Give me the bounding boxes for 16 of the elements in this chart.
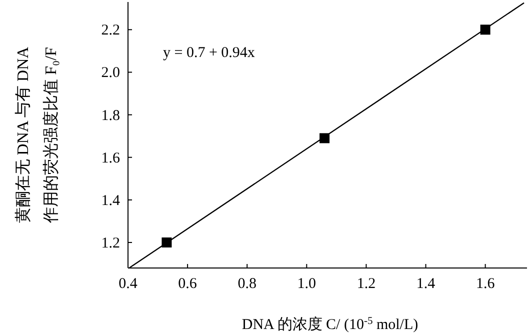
y-tick-label: 1.8 xyxy=(101,108,120,124)
x-tick-label: 1.0 xyxy=(297,276,316,292)
x-tick-label: 0.8 xyxy=(238,276,256,292)
y-tick-label: 2.0 xyxy=(101,65,120,82)
y-axis-title: 黄酮在无 DNA 与有 DNA 作用的荧光强度比值 F₀/F xyxy=(14,46,60,224)
y-tick-label: 1.4 xyxy=(101,192,120,209)
x-axis-title: DNA 的浓度 C/ (10$^{-5}$ mol/L) xyxy=(242,316,418,333)
x-tick-label: 0.6 xyxy=(178,276,198,292)
y-tick-label: 1.6 xyxy=(101,150,120,166)
y-tick-label: 1.2 xyxy=(101,235,120,252)
x-tick-label: 1.4 xyxy=(416,276,436,292)
x-tick-label: 1.6 xyxy=(476,276,496,292)
x-tick-label: 1.2 xyxy=(356,276,376,292)
y-tick-label: 2.2 xyxy=(101,22,120,39)
annotation: y = 0.7 + 0.94x xyxy=(163,45,256,61)
x-tick-label: 0.4 xyxy=(118,276,138,292)
